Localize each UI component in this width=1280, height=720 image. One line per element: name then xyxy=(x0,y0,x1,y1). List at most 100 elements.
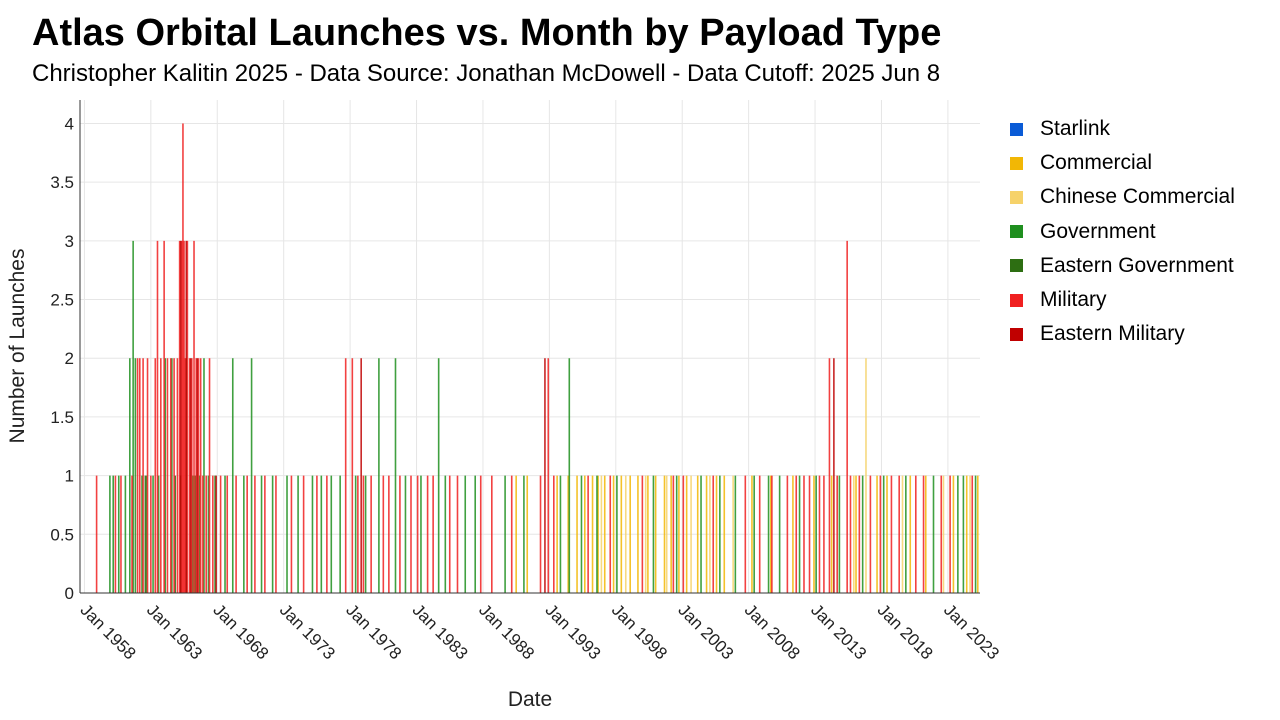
y-tick-label: 4 xyxy=(65,114,74,133)
bar-mark xyxy=(544,358,546,593)
bar-mark xyxy=(188,358,191,593)
bar-mark xyxy=(709,475,711,593)
legend-item[interactable]: Eastern Government xyxy=(1010,249,1235,283)
bar-mark xyxy=(798,475,801,593)
legend-item[interactable]: Eastern Military xyxy=(1010,317,1235,351)
x-tick-label: Jan 1968 xyxy=(209,600,272,663)
bar-mark xyxy=(326,475,328,593)
bar-mark xyxy=(214,475,216,593)
bar-mark xyxy=(905,475,907,593)
bar-mark xyxy=(174,475,177,593)
bar-mark xyxy=(587,475,589,593)
bar-mark xyxy=(382,475,385,593)
bar-mark xyxy=(583,475,586,593)
bar-mark xyxy=(596,475,598,593)
bar-mark xyxy=(603,475,606,593)
bar-mark xyxy=(786,475,789,593)
bar-mark xyxy=(191,358,193,593)
bar-mark xyxy=(828,358,831,593)
x-tick-label: Jan 1983 xyxy=(409,600,472,663)
legend-item[interactable]: Starlink xyxy=(1010,112,1235,146)
bar-mark xyxy=(949,475,951,593)
bar-mark xyxy=(246,475,248,593)
bar-mark xyxy=(976,475,979,593)
legend-item[interactable]: Government xyxy=(1010,215,1235,249)
bar-mark xyxy=(394,358,397,593)
bar-mark xyxy=(771,475,773,593)
legend-swatch xyxy=(1010,190,1023,204)
bar-mark xyxy=(769,475,772,593)
bar-mark xyxy=(685,475,688,593)
bar-mark xyxy=(665,475,668,593)
bar-mark xyxy=(109,475,111,593)
x-tick-label: Jan 2003 xyxy=(674,600,737,663)
bar-mark xyxy=(744,475,747,593)
bar-mark xyxy=(444,475,447,593)
bar-mark xyxy=(624,475,627,593)
bar-mark xyxy=(690,475,692,593)
bar-mark xyxy=(198,475,201,593)
bar-mark xyxy=(591,475,594,593)
bar-mark xyxy=(846,240,848,593)
bar-mark xyxy=(164,358,167,593)
bar-mark xyxy=(637,475,639,593)
bar-mark xyxy=(504,475,506,593)
bar-mark xyxy=(404,475,407,593)
bar-mark xyxy=(815,475,817,593)
x-axis-label: Date xyxy=(508,688,552,711)
bar-mark xyxy=(969,475,971,593)
legend-item[interactable]: Chinese Commercial xyxy=(1010,180,1235,214)
y-tick-label: 1.5 xyxy=(50,408,74,427)
bar-mark xyxy=(117,475,120,593)
bar-mark xyxy=(753,475,755,593)
bar-mark xyxy=(112,475,115,593)
bar-mark xyxy=(320,475,323,593)
bar-mark xyxy=(734,475,737,593)
bar-mark xyxy=(197,358,200,593)
bar-mark xyxy=(196,358,199,593)
bar-mark xyxy=(154,358,157,593)
bar-mark xyxy=(364,475,367,593)
y-tick-label: 3.5 xyxy=(50,173,74,192)
x-tick-labels: Jan 1958 Jan 1963 Jan 1968 Jan 1973 Jan 1978… xyxy=(77,600,1003,663)
bar-mark xyxy=(909,475,912,593)
bar-mark xyxy=(370,475,372,593)
bar-mark xyxy=(171,358,173,593)
bar-mark xyxy=(652,475,655,593)
bar-mark xyxy=(849,475,852,593)
bar-mark xyxy=(203,358,205,593)
legend-item[interactable]: Commercial xyxy=(1010,146,1235,180)
bar-mark xyxy=(882,475,885,593)
bar-mark xyxy=(215,475,217,593)
bar-mark xyxy=(250,358,253,593)
x-tick-label: Jan 1993 xyxy=(542,600,605,663)
bar-mark xyxy=(219,475,222,593)
bar-mark xyxy=(553,475,555,593)
bar-mark xyxy=(526,475,529,593)
bar-mark xyxy=(144,475,147,593)
bar-mark xyxy=(189,358,192,593)
bar-mark xyxy=(922,475,925,593)
bar-mark xyxy=(399,475,401,593)
bar-mark xyxy=(193,240,195,593)
bar-mark xyxy=(129,358,131,593)
bar-mark xyxy=(316,475,318,593)
bar-mark xyxy=(360,358,362,593)
bar-mark xyxy=(567,475,569,593)
bar-mark xyxy=(351,358,354,593)
bar-mark xyxy=(141,475,143,593)
bar-mark xyxy=(138,358,141,593)
x-tick-label: Jan 2018 xyxy=(874,600,937,663)
bar-mark xyxy=(344,358,347,593)
bar-mark xyxy=(464,475,467,593)
bar-mark xyxy=(224,475,226,593)
bar-mark xyxy=(559,475,562,593)
legend-item[interactable]: Military xyxy=(1010,283,1235,317)
bar-mark xyxy=(176,358,179,593)
bar-mark xyxy=(576,475,578,593)
legend-swatch xyxy=(1010,225,1023,239)
bar-mark xyxy=(275,475,277,593)
bar-mark xyxy=(448,475,451,593)
bar-mark xyxy=(568,358,571,593)
bar-mark xyxy=(302,475,305,593)
